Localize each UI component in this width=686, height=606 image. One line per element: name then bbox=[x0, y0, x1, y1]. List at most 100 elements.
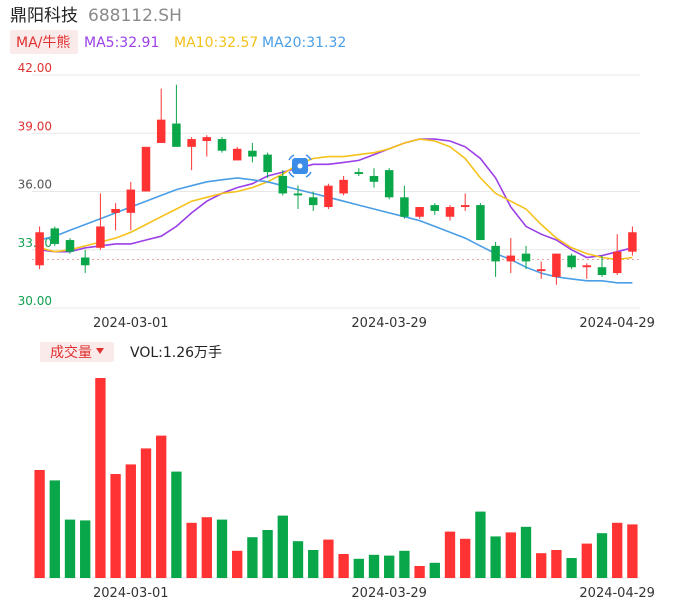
ma-toggle-button[interactable]: MA/牛熊 bbox=[16, 35, 70, 51]
candle[interactable] bbox=[491, 241, 500, 277]
candle[interactable] bbox=[369, 168, 379, 188]
volume-bar[interactable] bbox=[353, 558, 364, 578]
candle[interactable] bbox=[232, 146, 242, 161]
candle[interactable] bbox=[202, 135, 212, 157]
volume-bar[interactable] bbox=[247, 537, 258, 578]
chevron-down-icon[interactable] bbox=[96, 348, 104, 354]
candle[interactable] bbox=[430, 203, 440, 215]
volume-bar[interactable] bbox=[171, 471, 182, 578]
price-x-tick-label: 2024-03-01 bbox=[93, 316, 169, 331]
candle[interactable] bbox=[415, 207, 424, 219]
ma10-legend: MA10:32.57 bbox=[174, 35, 258, 51]
volume-bar[interactable] bbox=[49, 480, 60, 578]
volume-bar[interactable] bbox=[125, 464, 136, 578]
candle[interactable] bbox=[172, 84, 181, 147]
volume-bar[interactable] bbox=[140, 448, 152, 578]
volume-toggle-button-bg[interactable] bbox=[40, 342, 114, 362]
candle[interactable] bbox=[248, 142, 257, 163]
volume-bar[interactable] bbox=[308, 550, 319, 578]
candle-body bbox=[65, 240, 75, 252]
candle[interactable] bbox=[506, 238, 516, 274]
volume-bar[interactable] bbox=[460, 538, 471, 578]
volume-bar[interactable] bbox=[475, 511, 486, 578]
candle[interactable] bbox=[96, 193, 105, 250]
candle[interactable] bbox=[536, 261, 546, 279]
candle-body bbox=[263, 154, 272, 173]
candle[interactable] bbox=[308, 191, 318, 211]
candle[interactable] bbox=[156, 88, 166, 143]
candle[interactable] bbox=[582, 263, 592, 279]
candle[interactable] bbox=[293, 185, 303, 209]
volume-bar[interactable] bbox=[262, 530, 273, 578]
volume-bar[interactable] bbox=[627, 524, 638, 578]
candle[interactable] bbox=[80, 249, 90, 274]
volume-bar[interactable] bbox=[444, 531, 456, 578]
volume-bar[interactable] bbox=[490, 536, 501, 578]
candle[interactable] bbox=[628, 226, 637, 256]
volume-bar[interactable] bbox=[551, 550, 562, 578]
volume-bar[interactable] bbox=[95, 378, 106, 578]
candle[interactable] bbox=[217, 137, 227, 153]
candle-body bbox=[111, 208, 120, 213]
candle[interactable] bbox=[187, 137, 196, 171]
candle[interactable] bbox=[278, 170, 288, 196]
candle[interactable] bbox=[476, 203, 485, 241]
price-y-tick-label: 39.00 bbox=[18, 119, 52, 133]
candle[interactable] bbox=[35, 226, 44, 270]
volume-bar[interactable] bbox=[64, 519, 76, 578]
volume-bar[interactable] bbox=[368, 554, 380, 578]
volume-bar[interactable] bbox=[429, 562, 440, 578]
ma-toggle-button-bg[interactable] bbox=[10, 30, 78, 54]
ma5-legend: MA5:32.91 bbox=[84, 35, 159, 51]
volume-bar[interactable] bbox=[399, 550, 410, 578]
candle[interactable] bbox=[65, 238, 75, 254]
volume-bar[interactable] bbox=[216, 519, 228, 578]
candle[interactable] bbox=[354, 168, 364, 176]
candle[interactable] bbox=[384, 168, 394, 200]
volume-bar[interactable] bbox=[520, 526, 532, 578]
candle[interactable] bbox=[263, 152, 272, 178]
volume-bar[interactable] bbox=[292, 541, 304, 578]
volume-bar[interactable] bbox=[612, 522, 623, 578]
volume-bar[interactable] bbox=[80, 520, 91, 578]
volume-bar[interactable] bbox=[110, 474, 121, 578]
volume-bar[interactable] bbox=[505, 532, 516, 578]
event-marker-icon[interactable] bbox=[288, 154, 312, 178]
candle[interactable] bbox=[445, 205, 455, 221]
volume-bar[interactable] bbox=[384, 555, 395, 578]
candle[interactable] bbox=[324, 183, 333, 209]
candle-body bbox=[278, 175, 288, 194]
candle[interactable] bbox=[126, 181, 136, 231]
candle[interactable] bbox=[597, 255, 607, 277]
volume-bar[interactable] bbox=[414, 566, 425, 578]
volume-bar[interactable] bbox=[581, 543, 592, 578]
volume-toggle-button[interactable]: 成交量 bbox=[50, 344, 92, 361]
candle[interactable] bbox=[460, 193, 470, 211]
volume-bar[interactable] bbox=[596, 533, 608, 578]
candle[interactable] bbox=[141, 146, 151, 192]
candle-body bbox=[430, 205, 440, 211]
volume-bar[interactable] bbox=[232, 550, 243, 578]
candle[interactable] bbox=[111, 203, 120, 231]
candle[interactable] bbox=[400, 185, 409, 219]
volume-bar[interactable] bbox=[156, 435, 167, 578]
candle-body bbox=[460, 205, 470, 208]
candle-body bbox=[491, 245, 500, 262]
candle[interactable] bbox=[552, 253, 561, 285]
candle[interactable] bbox=[612, 234, 622, 275]
candle[interactable] bbox=[521, 245, 531, 270]
volume-bar[interactable] bbox=[201, 517, 212, 578]
candle[interactable] bbox=[339, 175, 348, 196]
volume-bar[interactable] bbox=[338, 554, 349, 578]
volume-bar[interactable] bbox=[323, 539, 334, 578]
volume-bar[interactable] bbox=[186, 522, 197, 578]
candle[interactable] bbox=[50, 226, 60, 246]
candle[interactable] bbox=[567, 253, 576, 270]
volume-x-tick-label: 2024-03-01 bbox=[93, 586, 169, 601]
stock-code: 688112.SH bbox=[88, 6, 182, 26]
volume-bar[interactable] bbox=[566, 558, 577, 578]
volume-bar[interactable] bbox=[34, 470, 45, 578]
volume-bar[interactable] bbox=[277, 515, 288, 578]
volume-bar[interactable] bbox=[536, 553, 547, 578]
